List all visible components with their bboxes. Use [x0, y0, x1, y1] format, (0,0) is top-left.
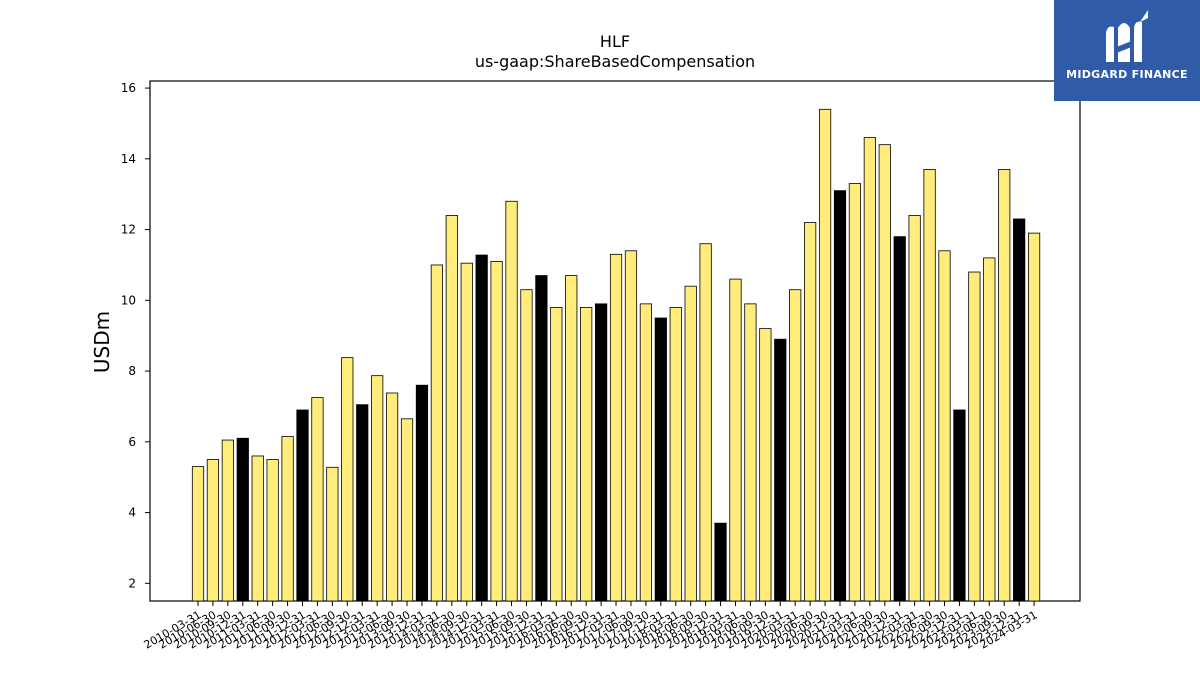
bar-2020-03-31 [789, 289, 802, 602]
bar-2021-09-30 [878, 144, 891, 602]
bar-2022-06-30 [923, 169, 936, 602]
bar-2019-09-30 [759, 328, 772, 602]
bar-2021-03-31 [848, 183, 862, 602]
bar-2013-09-30 [400, 418, 414, 602]
bar-2012-12-31 [356, 404, 369, 602]
bar-2015-03-31 [490, 261, 503, 602]
bar-2021-12-31 [893, 236, 906, 602]
bar-2014-03-31 [430, 264, 443, 602]
bar-2011-06-30 [266, 459, 279, 602]
y-tick-label: 16 [121, 81, 136, 95]
bar-2018-09-30 [699, 243, 712, 602]
logo-text: MIDGARD FINANCE [1066, 68, 1188, 81]
bar-2010-12-31 [236, 437, 249, 602]
bar-2017-03-31 [609, 253, 623, 602]
y-tick-label: 2 [128, 576, 136, 590]
y-tick-label: 14 [121, 152, 136, 166]
bar-2011-03-31 [251, 455, 264, 602]
bar-2012-06-30 [326, 466, 339, 602]
bar-2017-06-30 [624, 250, 638, 602]
y-axis-label: USDm [90, 310, 114, 374]
x-axis-ticks: 2010-03-312010-06-302010-09-302010-12-31… [142, 601, 1040, 652]
bar-2022-03-31 [908, 215, 921, 602]
bar-2016-06-30 [565, 275, 578, 602]
brand-logo: MIDGARD FINANCE [1054, 0, 1200, 101]
bar-2020-12-31 [833, 190, 847, 602]
bar-2019-03-31 [729, 278, 742, 602]
bar-2013-03-31 [371, 375, 384, 602]
bar-2016-03-31 [550, 306, 563, 602]
logo-mark-icon [1106, 10, 1148, 62]
bar-2013-12-31 [415, 384, 429, 602]
bar-2016-12-31 [595, 303, 608, 602]
y-tick-label: 8 [128, 364, 136, 378]
bar-2011-09-30 [281, 436, 294, 602]
bar-2014-12-31 [475, 254, 488, 602]
bar-2013-06-30 [385, 392, 399, 602]
bar-2020-09-30 [818, 108, 832, 602]
bar-2020-06-30 [804, 222, 817, 602]
chart-title: HLF [599, 32, 631, 51]
bar-2018-12-31 [714, 522, 727, 602]
y-tick-label: 12 [121, 223, 136, 237]
y-tick-label: 4 [128, 506, 136, 520]
bar-2014-06-30 [445, 215, 458, 602]
bar-2018-03-31 [669, 306, 682, 602]
bar-2011-12-31 [296, 409, 309, 602]
bar-2022-12-31 [953, 409, 966, 602]
bar-2010-03-31 [191, 466, 205, 602]
bar-2016-09-30 [580, 306, 593, 602]
bar-2012-03-31 [311, 397, 324, 602]
chart-subtitle: us-gaap:ShareBasedCompensation [474, 52, 756, 71]
y-tick-label: 10 [121, 293, 136, 307]
bar-2010-06-30 [206, 459, 220, 602]
bar-2015-12-31 [535, 275, 548, 602]
bar-2018-06-30 [684, 285, 697, 602]
bar-2024-03-31 [1027, 232, 1041, 602]
bar-2022-09-30 [938, 250, 951, 602]
bar-2010-09-30 [221, 439, 234, 602]
bar-2015-06-30 [505, 200, 518, 602]
y-axis-ticks: 2 4 6 8 10 12 14 16 [121, 81, 150, 590]
bar-2014-09-30 [460, 262, 473, 602]
bar-2012-09-30 [341, 357, 354, 602]
bar-2023-03-31 [968, 271, 981, 602]
bar-2015-09-30 [520, 289, 533, 602]
bar-2023-06-30 [983, 257, 996, 602]
bar-2019-06-30 [744, 303, 757, 602]
y-tick-label: 6 [128, 435, 136, 449]
bar-2019-12-31 [774, 338, 787, 602]
bar-2017-09-30 [639, 303, 653, 602]
bar-2021-06-30 [863, 137, 876, 602]
bar-2023-12-31 [1013, 218, 1026, 602]
bar-2017-12-31 [654, 317, 667, 602]
bar-2023-09-30 [998, 169, 1011, 602]
bars [191, 108, 1041, 602]
